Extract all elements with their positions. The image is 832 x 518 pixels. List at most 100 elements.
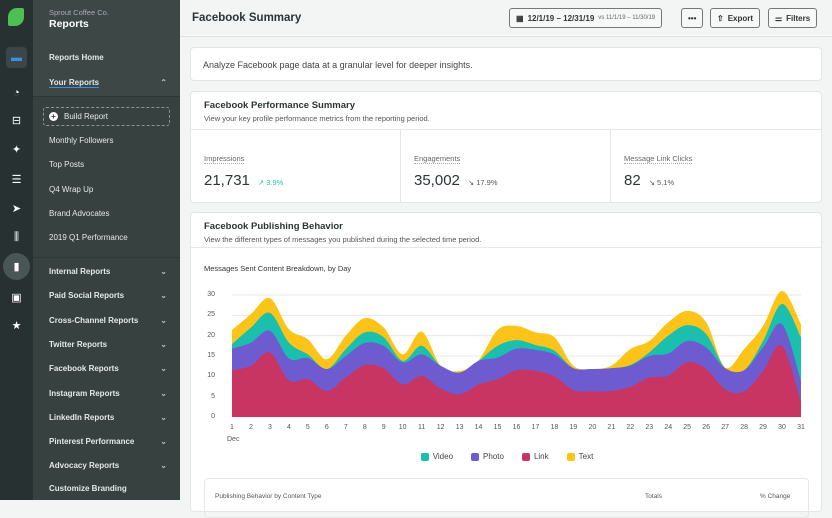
x-tick-label: 23 — [645, 424, 654, 431]
y-tick-label: 25 — [207, 311, 215, 319]
pin-icon[interactable]: ✦ — [11, 144, 22, 156]
nav-group[interactable]: Cross-Channel Reports ⌄ — [49, 316, 167, 325]
folder-icon[interactable]: ▬ — [6, 47, 27, 68]
more-icon: ••• — [688, 13, 697, 23]
nav-reports-home[interactable]: Reports Home — [49, 53, 167, 62]
legend-item[interactable]: Video — [420, 452, 454, 461]
section-title: Facebook Publishing Behavior — [204, 221, 343, 232]
inbox-icon[interactable]: ⊟ — [11, 115, 22, 127]
sprout-logo[interactable] — [8, 8, 24, 26]
nav-group[interactable]: LinkedIn Reports ⌄ — [49, 413, 167, 422]
y-tick-label: 0 — [211, 413, 215, 420]
performance-card: Facebook Performance Summary View your k… — [190, 91, 822, 203]
calendar-icon: ▦ — [516, 13, 524, 23]
metric-label[interactable]: Impressions — [204, 154, 245, 164]
section-title: Facebook Performance Summary — [204, 100, 356, 111]
chevron-down-icon: ⌄ — [160, 437, 167, 447]
nav-group[interactable]: Pinterest Performance ⌄ — [49, 437, 167, 446]
bot-icon[interactable]: ▣ — [11, 292, 22, 304]
metric-value: 82 — [624, 172, 641, 189]
area-link[interactable] — [232, 345, 801, 417]
chevron-down-icon: ⌄ — [160, 291, 167, 301]
nav-group[interactable]: Internal Reports ⌄ — [49, 267, 167, 276]
legend-item[interactable]: Photo — [471, 452, 504, 461]
filters-button[interactable]: ⚌ Filters — [768, 8, 818, 28]
label: Brand Advocates — [49, 209, 110, 218]
y-tick-label: 20 — [207, 331, 215, 339]
x-tick-label: 6 — [324, 424, 329, 431]
nav-report-item[interactable]: Top Posts — [49, 160, 167, 169]
publishing-card: Facebook Publishing Behavior View the di… — [190, 212, 823, 518]
reports-icon[interactable]: ▮ — [3, 253, 30, 280]
nav-group[interactable]: Instagram Reports ⌄ — [49, 389, 167, 398]
list-icon[interactable]: ☰ — [11, 174, 22, 186]
x-tick-label: 7 — [343, 424, 348, 431]
label: 2019 Q1 Performance — [49, 233, 128, 242]
x-tick-label: 24 — [664, 424, 673, 431]
x-tick-label: 22 — [626, 424, 635, 431]
send-icon[interactable]: ➤ — [11, 203, 22, 215]
nav-group[interactable]: Paid Social Reports ⌄ — [49, 291, 167, 300]
star-icon[interactable]: ★ — [11, 320, 22, 332]
x-tick-label: 29 — [759, 424, 767, 431]
content-type-table: Publishing Behavior by Content Type Tota… — [204, 478, 809, 518]
label: Advocacy Reports — [49, 461, 120, 471]
table-title: Publishing Behavior by Content Type — [215, 493, 322, 500]
nav-group[interactable]: Twitter Reports ⌄ — [49, 340, 167, 349]
more-button[interactable]: ••• — [681, 8, 704, 28]
gauge-icon[interactable]: ◔ — [13, 86, 20, 99]
legend-item[interactable]: Link — [521, 452, 549, 461]
chevron-down-icon: ⌄ — [160, 364, 167, 374]
label: Instagram Reports — [49, 388, 120, 398]
x-tick-label: 19 — [569, 424, 578, 431]
x-tick-label: 26 — [702, 424, 711, 431]
metric-label[interactable]: Engagements — [414, 154, 461, 164]
nav-group[interactable]: Facebook Reports ⌄ — [49, 364, 167, 373]
legend-label: Video — [432, 452, 454, 461]
share-icon: ⇧ — [717, 13, 724, 23]
build-report-button[interactable]: + Build Report — [43, 107, 170, 126]
label: LinkedIn Reports — [49, 412, 115, 422]
nav-report-item[interactable]: Monthly Followers — [49, 136, 167, 145]
nav-your-reports[interactable]: Your Reports ⌃ — [49, 78, 167, 88]
divider — [33, 257, 180, 258]
nav-report-item[interactable]: Brand Advocates — [49, 209, 167, 218]
x-tick-label: 25 — [683, 424, 692, 431]
label: Build Report — [64, 112, 109, 121]
metric-tile: Engagements 35,002 ↘ 17.9% — [401, 130, 611, 203]
sliders-icon: ⚌ — [775, 13, 783, 23]
chevron-down-icon: ⌄ — [160, 339, 167, 349]
x-tick-label: 8 — [362, 424, 367, 431]
label: Twitter Reports — [49, 339, 108, 349]
x-sublabel: Dec — [227, 436, 240, 443]
legend-label: Photo — [483, 452, 504, 461]
reports-nav: Sprout Coffee Co. Reports Reports Home Y… — [33, 0, 180, 500]
intro-card: Analyze Facebook page data at a granular… — [190, 47, 822, 81]
plus-circle-icon: + — [49, 112, 58, 121]
date-range-picker[interactable]: ▦ 12/1/19 – 12/31/19 vs 11/1/19 – 11/30/19 — [509, 8, 663, 28]
listening-icon[interactable]: ⫼ — [13, 231, 20, 243]
chevron-down-icon: ⌄ — [160, 267, 167, 276]
legend-item[interactable]: Text — [566, 452, 593, 461]
x-tick-label: 31 — [797, 424, 805, 431]
export-button[interactable]: ⇧ Export — [710, 8, 761, 28]
nav-customize-branding[interactable]: Customize Branding — [49, 484, 167, 493]
x-tick-label: 21 — [607, 424, 616, 431]
label: Q4 Wrap Up — [49, 185, 94, 194]
col-totals: Totals — [645, 493, 662, 500]
col-change: % Change — [760, 493, 791, 500]
y-tick-label: 10 — [207, 372, 215, 380]
metric-value: 35,002 — [414, 172, 460, 189]
x-tick-label: 10 — [398, 424, 407, 431]
nav-report-item[interactable]: 2019 Q1 Performance — [49, 233, 167, 242]
stacked-area-chart — [232, 290, 801, 418]
date-range: 12/1/19 – 12/31/19 — [527, 13, 595, 23]
metric-label[interactable]: Message Link Clicks — [624, 154, 693, 164]
nav-group[interactable]: Advocacy Reports ⌄ — [49, 461, 167, 470]
x-tick-label: 27 — [721, 424, 730, 431]
nav-report-item[interactable]: Q4 Wrap Up — [49, 185, 167, 194]
y-tick-label: 15 — [207, 352, 215, 359]
chart-legend: Video Photo Link Text — [191, 452, 823, 461]
x-tick-label: 11 — [418, 424, 426, 431]
intro-text: Analyze Facebook page data at a granular… — [203, 60, 473, 70]
